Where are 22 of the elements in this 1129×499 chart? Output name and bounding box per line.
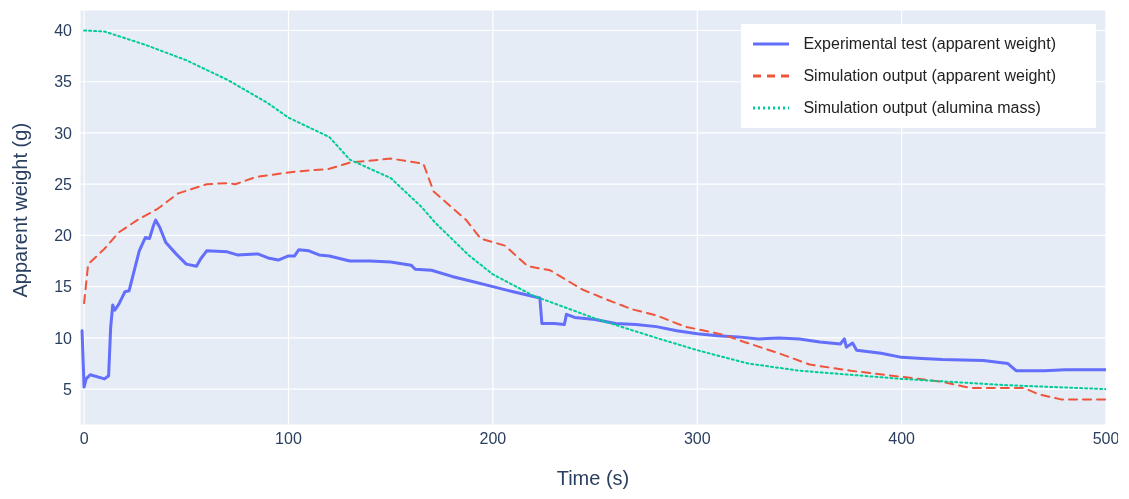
y-tick-label: 35 — [54, 73, 73, 91]
y-axis-title: Apparent weight (g) — [9, 122, 32, 298]
legend-label: Simulation output (apparent weight) — [803, 67, 1056, 85]
legend-label: Simulation output (alumina mass) — [803, 99, 1041, 117]
line-series — [83, 29, 1106, 391]
y-tick-label: 10 — [54, 329, 73, 347]
x-tick-label: 500 — [1092, 430, 1120, 448]
y-tick-label: 15 — [54, 278, 73, 296]
line-series — [80, 218, 1106, 389]
x-tick-label: 200 — [479, 430, 507, 448]
line-series — [83, 157, 1106, 401]
y-tick-label: 5 — [63, 380, 73, 398]
x-tick-label: 0 — [79, 430, 89, 448]
y-tick-label: 40 — [54, 22, 73, 40]
x-tick-label: 100 — [275, 430, 302, 448]
x-tick-label: 400 — [888, 430, 916, 448]
y-tick-label: 25 — [54, 175, 73, 193]
legend-label: Experimental test (apparent weight) — [803, 35, 1056, 53]
x-axis-title: Time (s) — [556, 467, 630, 489]
y-tick-label: 30 — [54, 124, 73, 142]
y-tick-label: 20 — [54, 227, 73, 245]
x-tick-label: 300 — [683, 430, 711, 448]
